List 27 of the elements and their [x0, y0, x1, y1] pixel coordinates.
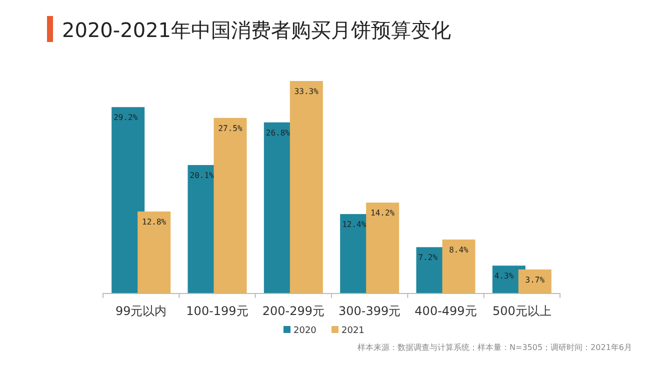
data-label: 12.4% — [342, 220, 366, 230]
data-label: 29.2% — [114, 113, 138, 122]
x-tick-label: 100-199元 — [186, 304, 248, 318]
x-tick-label: 500元以上 — [492, 304, 552, 318]
chart-title: 2020-2021年中国消费者购买月饼预算变化 — [62, 18, 452, 42]
legend-label: 2021 — [342, 326, 364, 336]
bar — [518, 269, 552, 293]
data-label: 33.3% — [294, 87, 319, 96]
legend-label: 2020 — [294, 326, 317, 336]
x-tick-label: 400-499元 — [414, 304, 477, 318]
data-label: 3.7% — [525, 275, 545, 284]
text: 样本来源：数据调查与计算系统；样本量：N=3505；调研时间：2021年6月 — [358, 343, 632, 352]
x-tick-label: 200-299元 — [262, 304, 324, 318]
data-label: 4.3% — [494, 272, 514, 281]
x-tick-label: 300-399元 — [338, 304, 401, 318]
data-label: 7.2% — [418, 253, 438, 262]
data-label: 27.5% — [218, 124, 242, 133]
bar — [138, 212, 171, 293]
data-label: 12.8% — [142, 218, 166, 227]
bar — [214, 118, 247, 293]
bar — [366, 202, 400, 293]
bar — [442, 240, 476, 293]
x-tick-label: 99元以内 — [115, 304, 167, 318]
data-label: 14.2% — [370, 208, 395, 218]
data-label: 26.8% — [266, 128, 290, 138]
data-label: 8.4% — [449, 246, 469, 255]
bar — [290, 81, 323, 293]
